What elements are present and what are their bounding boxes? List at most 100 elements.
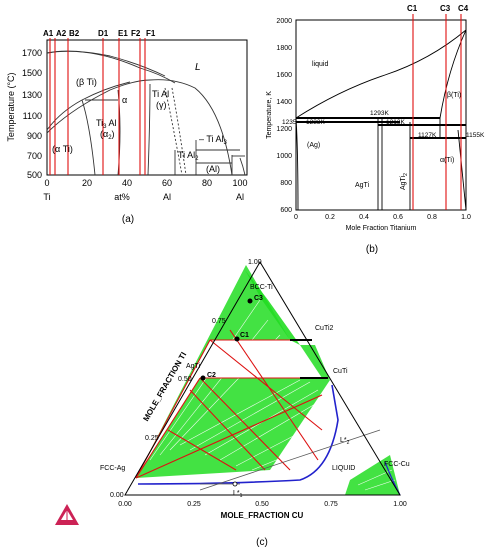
marker-label: C3 <box>440 4 451 13</box>
panel-b-caption: (b) <box>366 244 378 255</box>
panel-c-phase-boundaries <box>135 329 323 479</box>
x-tick: 0.2 <box>325 214 335 221</box>
panel-b-y-ticks: 2000 1800 1600 1400 1200 1000 800 600 <box>276 18 292 214</box>
panel-b-ag-ti-diagram: 2000 1800 1600 1400 1200 1000 800 600 Te… <box>266 4 485 255</box>
panel-b-labels: liquid β(Ti) α(Ti) (Ag) AgTi AgTi2 1235 … <box>282 61 485 190</box>
point-c1 <box>234 336 240 342</box>
x-tick: 60 <box>162 178 172 188</box>
panel-c-caption: (c) <box>256 537 268 548</box>
bottom-tick: 1.00 <box>393 501 407 508</box>
label-c2: C2 <box>207 372 216 379</box>
panel-c-triangle <box>124 261 401 496</box>
phase-al: (Al) <box>206 164 220 174</box>
phase-liquid: LIQUID <box>332 465 355 472</box>
panel-a-caption: (a) <box>122 214 134 225</box>
bottom-tick: 0.00 <box>118 501 132 508</box>
panel-b-phase-boundaries <box>295 29 467 211</box>
x-tick: 20 <box>82 178 92 188</box>
marker-label: E1 <box>118 29 128 38</box>
x-tick: 80 <box>202 178 212 188</box>
y-tick: 1200 <box>276 126 292 133</box>
left-tick: 0.75 <box>212 318 226 325</box>
label-agti: AgTi <box>355 182 370 189</box>
left-tick: 1.00 <box>248 259 262 266</box>
x-tick: 0.8 <box>427 214 437 221</box>
panel-a-phase-labels: L (β Ti) α (α Ti) Ti3 Al (α2) Ti Al (γ) … <box>52 62 228 174</box>
y-tick: 1100 <box>23 111 42 121</box>
phase-alpha-small: α <box>122 95 127 105</box>
x-tick: 1.0 <box>461 214 471 221</box>
left-tick: 0.00 <box>110 492 124 499</box>
point-c2 <box>200 375 206 381</box>
left-tick: 0.25 <box>145 435 159 442</box>
label-liquid: liquid <box>312 61 328 68</box>
y-tick: 700 <box>27 151 42 161</box>
y-tick: 1600 <box>276 72 292 79</box>
point-lstar1 <box>232 481 238 487</box>
x-tick: 0 <box>294 214 298 221</box>
label-lstar1: L*1 <box>233 490 243 499</box>
phase-tial2: Ti Al2 <box>178 150 199 162</box>
left-tick: 0.50 <box>178 376 192 383</box>
y-tick: 1300 <box>22 90 42 100</box>
panel-a-ti-al-diagram: 1700 1500 1300 1100 900 700 500 Temperat… <box>6 29 248 225</box>
phase-agti: AgTi <box>186 363 201 370</box>
phase-cuti: CuTi <box>333 368 348 375</box>
bottom-tick: 0.75 <box>324 501 338 508</box>
phase-ti3al: Ti3 Al <box>96 118 117 130</box>
y-tick: 1000 <box>276 153 292 160</box>
phase-gamma: (γ) <box>156 100 167 110</box>
panel-b-marker-labels: C1 C3 C4 <box>407 4 469 13</box>
label-1235: 1235 <box>282 119 297 126</box>
label-1293: 1293K <box>370 110 389 117</box>
y-tick: 2000 <box>276 18 292 25</box>
panel-c-points <box>200 298 253 487</box>
phase-alpha: (α Ti) <box>52 144 73 154</box>
phase-tial: Ti Al <box>152 89 169 99</box>
panel-a-y-ticks: 1700 1500 1300 1100 900 700 500 <box>22 48 42 180</box>
y-tick: 600 <box>280 207 292 214</box>
x-end-left: Ti <box>43 192 50 202</box>
phase-tial3: – Ti Al3 <box>199 134 228 146</box>
x-tick: 40 <box>122 178 132 188</box>
panel-c-bottom-axis-title: MOLE_FRACTION CU <box>221 511 304 520</box>
marker-label: D1 <box>98 29 109 38</box>
label-agti2: AgTi2 <box>400 173 409 190</box>
label-c3: C3 <box>254 295 263 302</box>
x-end-right: Al <box>236 192 244 202</box>
panel-c-left-ticks: 1.00 0.75 0.50 0.25 0.00 <box>110 259 262 499</box>
marker-label: A2 <box>56 29 67 38</box>
thermo-calc-logo <box>55 504 79 525</box>
y-tick: 1400 <box>276 99 292 106</box>
label-ag: (Ag) <box>307 142 320 149</box>
label-1127: 1127K <box>418 132 437 139</box>
label-1155: 1155K <box>466 132 485 139</box>
x-mid-right: Al <box>163 192 171 202</box>
x-tick: 0.6 <box>393 214 403 221</box>
panel-b-xlabel: Mole Fraction Titanium <box>346 225 417 232</box>
label-beta: β(Ti) <box>447 92 461 99</box>
panel-a-frame <box>46 39 248 176</box>
panel-a-marker-labels: A1 A2 B2 D1 E1 F2 F1 <box>43 29 156 38</box>
phase-alpha2: (α2) <box>100 129 115 141</box>
y-tick: 1700 <box>22 48 42 58</box>
marker-label: F1 <box>146 29 156 38</box>
panel-c-compound-lines <box>290 339 328 379</box>
marker-label: C1 <box>407 4 418 13</box>
marker-label: B2 <box>69 29 80 38</box>
point-c3 <box>247 298 253 304</box>
phase-cuti2: CuTi2 <box>315 325 334 332</box>
panel-b-marker-lines <box>412 14 462 210</box>
phase-bcc-ti: BCC-Ti <box>250 284 273 291</box>
panel-c-point-labels: C3 C1 C2 <box>207 295 263 379</box>
panel-a-ylabel: Temperature (°C) <box>6 72 16 141</box>
phase-fcc-cu: FCC-Cu <box>384 461 410 468</box>
x-tick: 100 <box>232 178 247 188</box>
x-mid: at% <box>114 192 130 202</box>
y-tick: 1500 <box>22 68 42 78</box>
x-tick: 0 <box>44 178 49 188</box>
y-tick: 800 <box>280 180 292 187</box>
label-c1: C1 <box>240 332 249 339</box>
marker-label: A1 <box>43 29 54 38</box>
